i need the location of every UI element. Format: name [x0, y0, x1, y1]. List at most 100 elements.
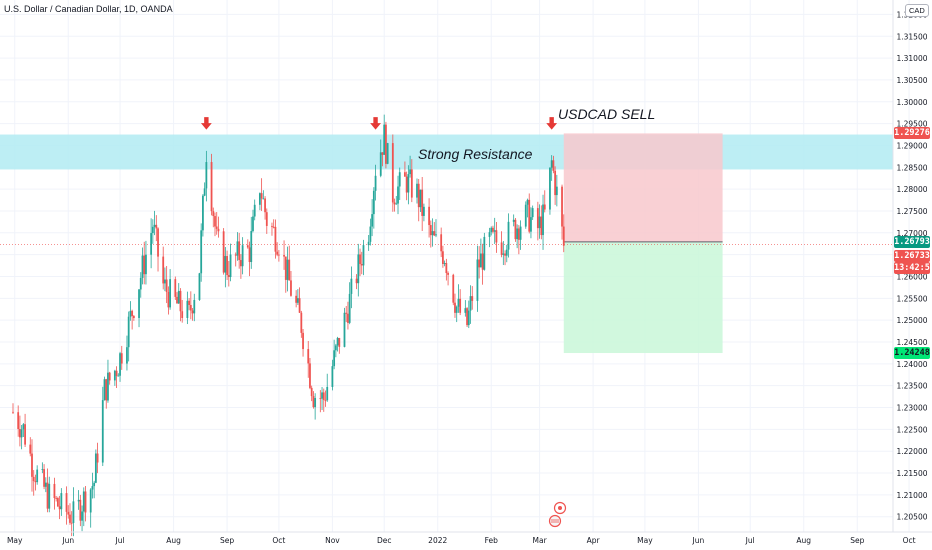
candle-body [429, 225, 432, 236]
trade-title-annotation: USDCAD SELL [558, 106, 655, 122]
price-tick-label: 1.29500 [896, 120, 927, 129]
candle-body [549, 167, 551, 210]
candle-body [157, 228, 159, 257]
time-tick-label: 2022 [428, 536, 447, 545]
candle-body [129, 310, 132, 317]
candle-body [540, 216, 543, 236]
candle-body [186, 300, 189, 318]
candle-body [459, 298, 462, 313]
candle-body [127, 316, 130, 348]
candle-body [236, 241, 239, 256]
candle-body [440, 234, 443, 252]
candle-body [115, 370, 118, 376]
time-tick-label: Oct [272, 536, 285, 545]
resistance-zone-label: Strong Resistance [418, 146, 533, 162]
candle-body [22, 424, 25, 430]
candle-body [555, 186, 558, 196]
time-tick-label: May [7, 536, 23, 545]
candle-body [500, 242, 503, 255]
candle-body [395, 203, 398, 205]
candle-body [397, 186, 399, 204]
candle-body [504, 253, 506, 256]
candle-body [271, 225, 273, 227]
entry-price-label: 1.26793 [894, 235, 930, 248]
candle-body [198, 273, 201, 300]
candle-body [542, 204, 544, 236]
candle-body [227, 275, 230, 278]
candle-body [433, 231, 436, 236]
resistance-zone [0, 134, 893, 170]
candle-body [360, 264, 363, 266]
candle-body [367, 241, 370, 246]
target-price-label: 1.24248 [894, 347, 930, 359]
time-axis[interactable]: May Jun Jul Aug Sep Oct Nov Dec 2022 Feb Mar Apr May… [7, 536, 916, 545]
candle-body [483, 236, 486, 270]
candle-body [72, 501, 75, 523]
candle-body [126, 347, 128, 364]
candle-body [495, 230, 498, 243]
candle-body [224, 256, 227, 273]
candle-body [445, 263, 448, 274]
candle-body [410, 169, 413, 198]
candle-body [262, 198, 265, 200]
candle-body [222, 231, 225, 273]
candle-body [307, 349, 310, 364]
candle-body [70, 522, 73, 524]
candle-body [338, 337, 341, 347]
candle-body [284, 256, 287, 280]
candle-body [505, 249, 508, 256]
candle-body [31, 453, 33, 477]
candle-body [324, 399, 327, 401]
economic-events-icon[interactable] [548, 501, 567, 528]
price-tick-label: 1.31500 [896, 32, 927, 41]
candle-body [169, 279, 172, 308]
price-tick-label: 1.20500 [896, 513, 927, 522]
candle-body [502, 253, 505, 255]
candle-body [536, 208, 539, 229]
candle-body [65, 493, 68, 512]
candle-body [407, 174, 410, 193]
candle-body [253, 204, 256, 217]
candle-body [264, 198, 266, 213]
candle-body [283, 255, 285, 257]
candle-body [36, 469, 39, 483]
candle-body [138, 289, 140, 318]
candle-body [519, 226, 522, 240]
price-tick-label: 1.23000 [896, 404, 927, 413]
candle-body [258, 193, 261, 205]
candle-body [274, 226, 277, 252]
us-flag-icon[interactable] [548, 514, 562, 528]
currency-badge[interactable]: CAD [905, 4, 929, 17]
candle-body [538, 216, 541, 229]
candle-body [385, 124, 387, 164]
candle-body [383, 124, 386, 155]
candle-body [212, 211, 215, 217]
candle-body [77, 499, 80, 502]
candle-body [229, 254, 232, 278]
last-price-label: 1.26733 [894, 250, 930, 263]
candle-body [164, 279, 166, 284]
candle-body [466, 308, 468, 326]
candle-body [507, 221, 510, 250]
candle-body [531, 208, 534, 218]
candle-body [162, 256, 165, 284]
down-arrow-icon [370, 117, 381, 130]
candle-body [107, 372, 109, 401]
candle-body [543, 204, 546, 210]
candle-body [517, 228, 520, 240]
price-axis[interactable]: 1.20500 1.21000 1.21500 1.22000 1.22500 1.230… [896, 10, 927, 521]
candle-body [345, 312, 348, 314]
candle-body [260, 193, 263, 199]
candle-body [452, 274, 455, 303]
candle-body [348, 293, 351, 323]
candle-body [369, 226, 372, 242]
candle-body [265, 212, 268, 226]
candle-body [561, 186, 563, 227]
price-tick-label: 1.30000 [896, 98, 927, 107]
candle-body [528, 199, 531, 232]
candle-body [516, 228, 519, 240]
time-tick-label: Apr [587, 536, 601, 545]
price-tick-label: 1.27000 [896, 229, 927, 238]
candle-body [217, 228, 220, 232]
